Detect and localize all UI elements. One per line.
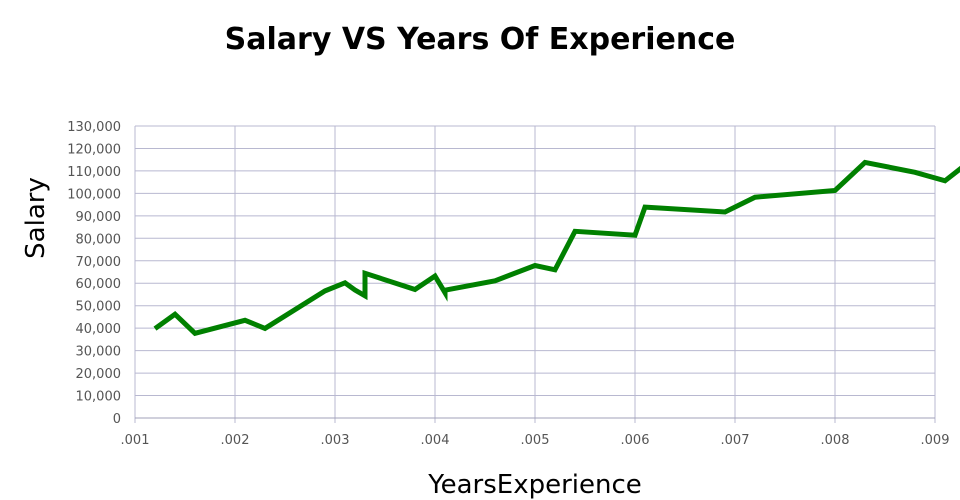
y-tick-labels: 0 10,000 20,000 30,000 40,000 50,000 60,000 70,… — [67, 120, 121, 427]
x-axis-label: YearsExperience — [428, 470, 642, 500]
y-tick-label: 120,000 — [67, 142, 121, 157]
x-tick-label: .006 — [621, 433, 650, 448]
y-tick-label: 110,000 — [67, 165, 121, 180]
y-tick-label: 100,000 — [67, 187, 121, 202]
y-tick-label: 20,000 — [76, 367, 122, 382]
chart-title: Salary VS Years Of Experience — [224, 22, 736, 57]
y-tick-label: 50,000 — [76, 300, 122, 315]
y-tick-label: 30,000 — [76, 345, 122, 360]
x-tick-label: .002 — [221, 433, 250, 448]
y-tick-label: 70,000 — [76, 255, 122, 270]
x-tick-label: .009 — [921, 433, 950, 448]
x-tick-label: .007 — [721, 433, 750, 448]
x-tick-label: .001 — [121, 433, 150, 448]
x-tick-label: .008 — [821, 433, 850, 448]
series-layer — [153, 159, 960, 337]
x-tick-label: .005 — [521, 433, 550, 448]
x-tick-label: .003 — [321, 433, 350, 448]
x-tick-label: .004 — [421, 433, 450, 448]
grid-lines — [134, 125, 936, 423]
y-tick-label: 130,000 — [67, 120, 121, 135]
x-tick-labels: .001 .002 .003 .004 .005 .006 .007 .008 .009 — [121, 433, 950, 448]
series-line — [153, 159, 960, 337]
y-tick-label: 60,000 — [76, 277, 122, 292]
y-tick-label: 40,000 — [76, 322, 122, 337]
y-tick-label: 90,000 — [76, 210, 122, 225]
y-tick-label: 80,000 — [76, 232, 122, 247]
y-tick-label: 10,000 — [76, 390, 122, 405]
y-tick-label: 0 — [113, 412, 121, 427]
